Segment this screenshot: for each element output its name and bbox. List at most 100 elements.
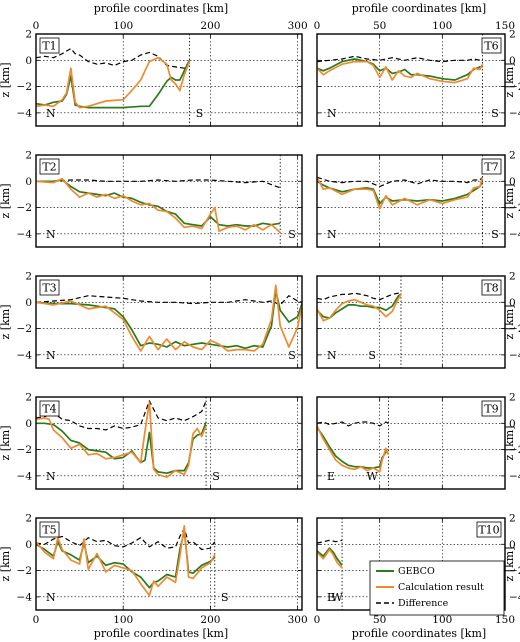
panel-t2: 2 0 −2 −4 z [km] T2 N S (0, 150, 303, 248)
direction-label-start: N (46, 349, 56, 362)
x-tick-label-bottom: 100 (432, 614, 452, 626)
x-tick-label-bottom: 150 (495, 614, 515, 626)
direction-label-end: S (368, 349, 376, 362)
panel-frame (316, 33, 506, 127)
y-axis-title: z [km] (503, 547, 516, 582)
y-tick-label: −4 (509, 349, 520, 361)
series-line-difference (36, 295, 302, 306)
y-tick-label: 0 (25, 55, 32, 67)
y-tick-label: −2 (509, 202, 520, 214)
series-line-difference (36, 179, 281, 189)
y-tick-label: −4 (509, 107, 520, 119)
panel-label-box (476, 521, 502, 538)
panel-t8: 2 0 −2 −4 z [km] T8 N S (316, 271, 520, 369)
series-line-calculation-result (317, 425, 390, 473)
y-tick-label: −4 (509, 591, 520, 603)
series-line-calculation-result (317, 176, 484, 210)
y-axis-title: z [km] (0, 305, 12, 340)
series-line-calculation-result (36, 284, 302, 352)
y-tick-label: 2 (25, 29, 32, 41)
series-line-difference (317, 176, 483, 188)
direction-label-start: N (46, 107, 56, 120)
direction-label-end: S (491, 228, 499, 241)
y-tick-label: 2 (509, 392, 516, 404)
y-tick-label: 2 (509, 271, 516, 283)
panel-label-box (39, 158, 60, 175)
direction-label-end: S (196, 107, 204, 120)
series-line-gebco (36, 289, 302, 350)
panel-frame (35, 154, 303, 248)
panel-t9: 2 0 −2 −4 z [km] T9 E W (316, 392, 520, 490)
y-tick-label: 0 (509, 55, 516, 67)
y-tick-label: −2 (17, 323, 32, 335)
y-tick-label: −4 (17, 349, 33, 361)
series-line-calculation-result (36, 56, 191, 109)
series-line-gebco (317, 58, 483, 81)
panel-label-box (39, 400, 60, 417)
top-axis-title: profile coordinates [km] (94, 2, 228, 15)
x-tick-label-top: 300 (288, 20, 308, 32)
y-axis-title: z [km] (0, 547, 12, 582)
y-tick-label: 2 (25, 392, 32, 404)
legend-label-gebco: GEBCO (398, 566, 435, 577)
series-line-difference (317, 291, 402, 301)
direction-label-end: S (491, 107, 499, 120)
y-tick-label: 0 (509, 297, 516, 309)
x-tick-label-top: 0 (33, 20, 40, 32)
series-line-gebco (317, 547, 343, 566)
panel-label: T6 (484, 40, 498, 53)
x-tick-label-bottom: 100 (113, 614, 133, 626)
direction-label-end: W (366, 470, 378, 483)
panel-label: T4 (42, 403, 56, 416)
y-tick-label: 0 (25, 297, 32, 309)
y-tick-label: 0 (509, 418, 516, 430)
y-tick-label: −2 (509, 444, 520, 456)
x-tick-label-top: 0 (314, 20, 321, 32)
panel-frame (35, 33, 303, 127)
y-tick-label: −2 (17, 565, 32, 577)
series-line-difference (317, 421, 389, 427)
series-line-gebco (36, 530, 216, 589)
y-tick-label: −2 (17, 81, 32, 93)
panel-label: T10 (478, 524, 499, 537)
y-tick-label: 0 (509, 539, 516, 551)
panel-label-box (39, 521, 60, 538)
x-tick-label-bottom: 200 (200, 614, 220, 626)
y-tick-label: 2 (25, 150, 32, 162)
series-line-gebco (36, 421, 207, 475)
direction-label-start: N (46, 228, 56, 241)
panel-label: T1 (42, 40, 56, 53)
legend-label-calculation: Calculation result (398, 582, 484, 593)
direction-label-start: N (46, 470, 56, 483)
series-line-difference (36, 400, 207, 431)
panel-t3: 2 0 −2 −4 z [km] T3 N S (0, 271, 303, 369)
y-tick-label: 2 (509, 29, 516, 41)
y-axis-title: z [km] (0, 184, 12, 219)
series-line-calculation-result (317, 548, 343, 569)
y-tick-label: 0 (25, 539, 32, 551)
x-tick-label-top: 200 (200, 20, 220, 32)
x-tick-label-top: 100 (113, 20, 133, 32)
y-axis-title: z [km] (503, 426, 516, 461)
y-tick-label: 0 (25, 418, 32, 430)
y-tick-label: −2 (509, 323, 520, 335)
x-tick-label-bottom: 0 (314, 614, 321, 626)
x-tick-label-bottom: 0 (33, 614, 40, 626)
series-line-calculation-result (36, 401, 207, 479)
panel-label-box (39, 279, 60, 296)
y-tick-label: −4 (17, 470, 33, 482)
series-line-difference (36, 527, 216, 551)
legend-label-difference: Difference (398, 598, 449, 609)
y-tick-label: −2 (17, 444, 32, 456)
panel-label: T8 (484, 282, 498, 295)
y-axis-title: z [km] (0, 426, 12, 461)
y-axis-title: z [km] (0, 63, 12, 98)
legend: GEBCO Calculation result Difference (369, 560, 505, 616)
direction-label-start: N (327, 107, 337, 120)
panel-label: T3 (42, 282, 56, 295)
y-axis-title: z [km] (503, 305, 516, 340)
panel-label-box (481, 400, 502, 417)
